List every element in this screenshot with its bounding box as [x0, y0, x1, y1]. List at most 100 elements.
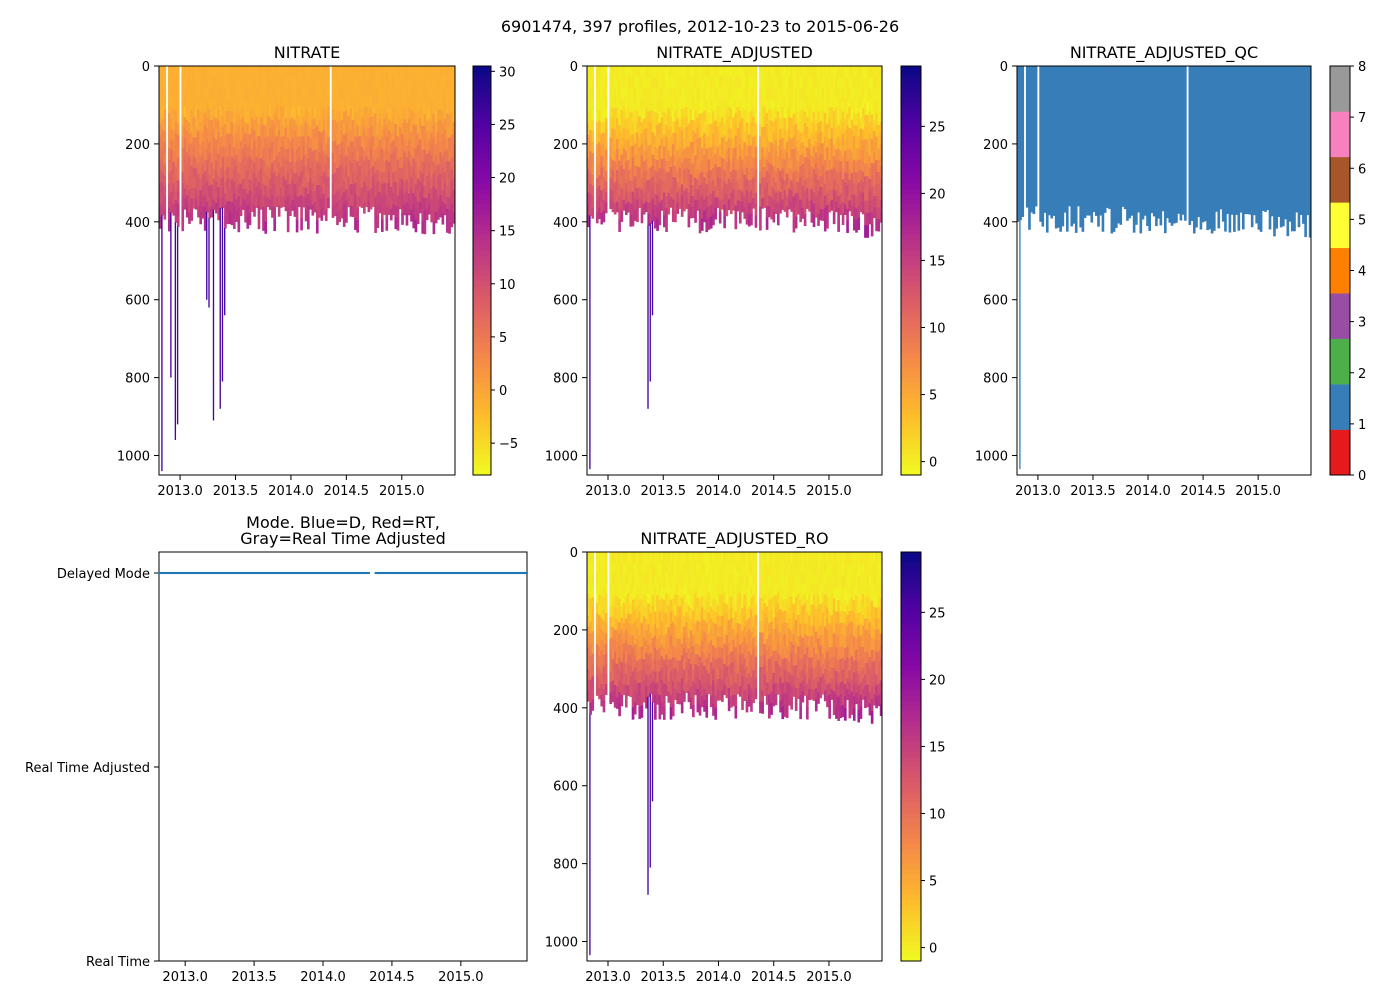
heatmap-cell: [271, 130, 274, 143]
heatmap-cell: [275, 156, 279, 167]
heatmap-cell: [636, 99, 639, 111]
heatmap-cell: [779, 97, 782, 109]
heatmap-cell: [788, 96, 791, 108]
heatmap-cell: [620, 562, 624, 575]
heatmap-cell: [806, 76, 809, 87]
heatmap-cell: [689, 185, 693, 197]
heatmap-cell: [665, 613, 668, 625]
heatmap-cell: [589, 656, 592, 669]
heatmap-cell: [237, 137, 241, 150]
heatmap-cell: [172, 76, 176, 88]
qc-profile-column: [1233, 66, 1236, 232]
heatmap-cell: [336, 100, 339, 112]
heatmap-cell: [609, 617, 612, 629]
heatmap-cell: [873, 174, 876, 186]
heatmap-cell: [631, 157, 635, 170]
heatmap-cell: [647, 66, 650, 78]
qc-profile-column: [1284, 66, 1287, 220]
heatmap-cell: [712, 190, 715, 203]
heatmap-cell: [613, 574, 617, 586]
heatmap-cell: [410, 199, 413, 211]
heatmap-cell: [363, 129, 366, 141]
heatmap-cell: [844, 76, 847, 88]
heatmap-cell: [405, 213, 409, 226]
heatmap-cell: [419, 191, 422, 203]
heatmap-cell: [743, 66, 747, 78]
heatmap-cell: [794, 112, 798, 125]
heatmap-cell: [662, 123, 666, 136]
heatmap-cell: [810, 144, 814, 156]
heatmap-cell: [273, 160, 277, 173]
heatmap-cell: [215, 129, 218, 140]
heatmap-cell: [738, 200, 742, 213]
heatmap-cell: [631, 599, 635, 613]
heatmap-cell: [859, 76, 863, 88]
heatmap-cell: [320, 187, 324, 199]
heatmap-cell: [636, 693, 639, 706]
heatmap-cell: [656, 66, 659, 79]
heatmap-cell: [806, 86, 809, 97]
heatmap-cell: [163, 109, 167, 122]
heatmap-cell: [259, 106, 263, 118]
heatmap-cell: [837, 113, 840, 126]
heatmap-cell: [627, 149, 630, 161]
heatmap-cell: [687, 215, 691, 228]
heatmap-cell: [206, 201, 209, 213]
heatmap-cell: [595, 88, 599, 101]
heatmap-cell: [669, 197, 673, 208]
heatmap-cell: [823, 207, 827, 220]
heatmap-cell: [421, 149, 425, 163]
heatmap-cell: [875, 148, 878, 161]
colorbar-segment: [901, 469, 921, 476]
heatmap-cell: [324, 66, 328, 78]
heatmap-cell: [360, 96, 364, 107]
heatmap-cell: [616, 128, 619, 140]
heatmap-cell: [837, 66, 840, 79]
heatmap-cell: [765, 77, 769, 90]
heatmap-cell: [636, 682, 639, 695]
heatmap-cell: [266, 196, 270, 208]
heatmap-cell: [394, 193, 398, 206]
colorbar-segment: [473, 204, 491, 210]
heatmap-cell: [658, 575, 662, 589]
heatmap-cell: [185, 119, 189, 132]
qc-profile-column: [1086, 66, 1089, 216]
heatmap-cell: [311, 108, 315, 120]
heatmap-cell: [206, 170, 209, 182]
heatmap-cell: [172, 151, 176, 163]
heatmap-cell: [618, 172, 621, 185]
heatmap-cell: [662, 180, 666, 193]
heatmap-cell: [810, 199, 814, 212]
heatmap-cell: [770, 175, 773, 187]
heatmap-cell: [649, 66, 653, 78]
heatmap-data: [159, 66, 456, 472]
heatmap-cell: [674, 166, 677, 178]
heatmap-cell: [783, 128, 787, 140]
colorbar-segment: [901, 117, 921, 123]
heatmap-cell: [821, 143, 825, 155]
heatmap-cell: [707, 217, 711, 230]
heatmap-cell: [665, 664, 668, 676]
heatmap-cell: [609, 692, 612, 705]
heatmap-cell: [250, 128, 254, 140]
heatmap-cell: [654, 89, 657, 102]
heatmap-cell: [819, 187, 823, 199]
heatmap-cell: [667, 192, 671, 204]
heatmap-cell: [354, 66, 357, 79]
heatmap-cell: [629, 552, 633, 563]
heatmap-cell: [432, 77, 436, 91]
heatmap-cell: [734, 170, 738, 183]
heatmap-cell: [161, 76, 164, 88]
heatmap-cell: [273, 148, 277, 161]
heatmap-cell: [434, 178, 438, 190]
heatmap-cell: [658, 168, 662, 180]
heatmap-cell: [732, 86, 735, 98]
heatmap-cell: [797, 97, 800, 109]
heatmap-cell: [197, 76, 200, 88]
heatmap-cell: [324, 77, 328, 89]
heatmap-cell: [587, 637, 590, 649]
heatmap-cell: [736, 138, 740, 150]
heatmap-cell: [159, 193, 162, 206]
heatmap-cell: [624, 574, 628, 586]
heatmap-cell: [176, 111, 180, 124]
